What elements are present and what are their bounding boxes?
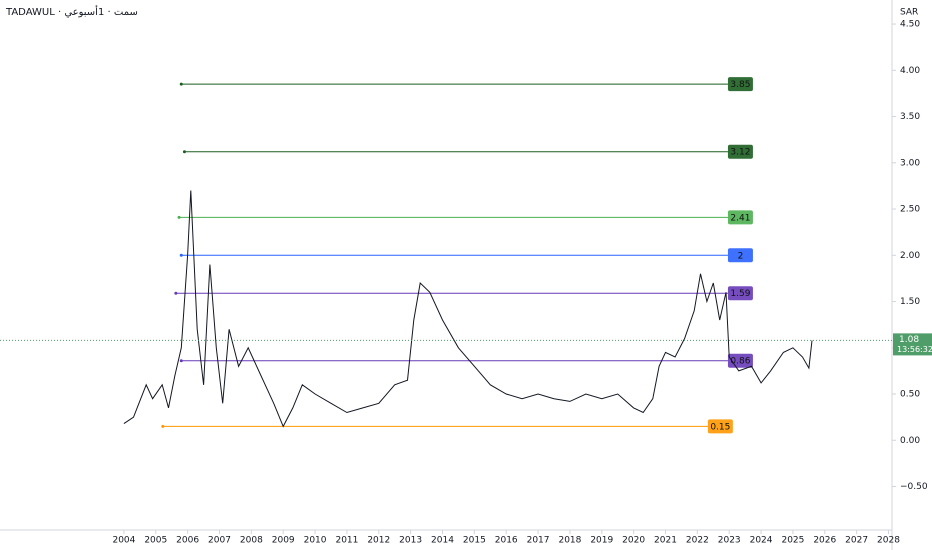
x-tick-label: 2010 — [304, 536, 327, 546]
x-tick-label: 2022 — [686, 536, 709, 546]
level-anchor — [174, 291, 178, 295]
y-tick-label: 0.50 — [900, 390, 920, 400]
x-tick-label: 2012 — [367, 536, 390, 546]
level-label-box — [707, 419, 733, 434]
level-label-box — [727, 210, 753, 225]
level-label-box — [727, 77, 753, 92]
y-tick-label: 3.50 — [900, 112, 920, 122]
level-anchor — [179, 82, 183, 86]
x-tick-label: 2027 — [845, 536, 868, 546]
x-tick-label: 2009 — [272, 536, 295, 546]
countdown: 13:56:32 — [897, 345, 932, 354]
x-tick-label: 2028 — [877, 536, 900, 546]
level-anchor — [177, 215, 181, 219]
y-tick-label: 1.50 — [900, 297, 920, 307]
level-label: 2.41 — [730, 213, 750, 223]
currency: SAR — [900, 8, 918, 18]
level-anchor — [179, 253, 183, 257]
last-price-label: 1.08 — [899, 335, 919, 345]
level-anchor — [182, 150, 186, 154]
x-tick-label: 2004 — [112, 536, 135, 546]
x-tick-label: 2025 — [781, 536, 804, 546]
price-line — [123, 190, 813, 428]
x-tick-label: 2007 — [208, 536, 231, 546]
x-tick-label: 2018 — [558, 536, 581, 546]
x-tick-label: 2011 — [335, 536, 358, 546]
level-label: 0.15 — [710, 422, 730, 432]
level-anchor — [161, 424, 165, 428]
y-tick-label: 2.50 — [900, 205, 920, 215]
y-tick-label: 4.50 — [900, 20, 920, 30]
level-label: 3.85 — [730, 80, 750, 90]
x-tick-label: 2019 — [590, 536, 613, 546]
x-tick-label: 2023 — [718, 536, 741, 546]
y-tick-label: −0.50 — [900, 482, 928, 492]
x-tick-label: 2017 — [527, 536, 550, 546]
y-tick-label: 3.00 — [900, 158, 920, 168]
x-tick-label: 2014 — [431, 536, 454, 546]
level-label: 1.59 — [730, 289, 750, 299]
last-price-tag — [893, 333, 932, 356]
level-label: 3.12 — [730, 148, 750, 158]
x-tick-label: 2021 — [654, 536, 677, 546]
x-tick-label: 2006 — [176, 536, 199, 546]
level-label-box — [727, 144, 753, 159]
x-tick-label: 2024 — [750, 536, 773, 546]
x-tick-label: 2005 — [144, 536, 167, 546]
level-label-box — [727, 286, 753, 301]
y-tick-label: 4.00 — [900, 66, 920, 76]
x-tick-label: 2026 — [813, 536, 836, 546]
chart-title: TADAWUL · سمت · 1أسبوعي — [5, 5, 138, 18]
y-tick-label: 0.00 — [900, 436, 920, 446]
x-tick-label: 2013 — [399, 536, 422, 546]
y-tick-label: 2.00 — [900, 251, 920, 261]
x-tick-label: 2008 — [240, 536, 263, 546]
level-label-box — [727, 248, 753, 263]
level-label: 2 — [738, 251, 744, 261]
x-tick-label: 2015 — [463, 536, 486, 546]
x-tick-label: 2020 — [622, 536, 645, 546]
level-anchor — [179, 359, 183, 363]
x-tick-label: 2016 — [495, 536, 518, 546]
level-label: 0.86 — [730, 357, 750, 367]
